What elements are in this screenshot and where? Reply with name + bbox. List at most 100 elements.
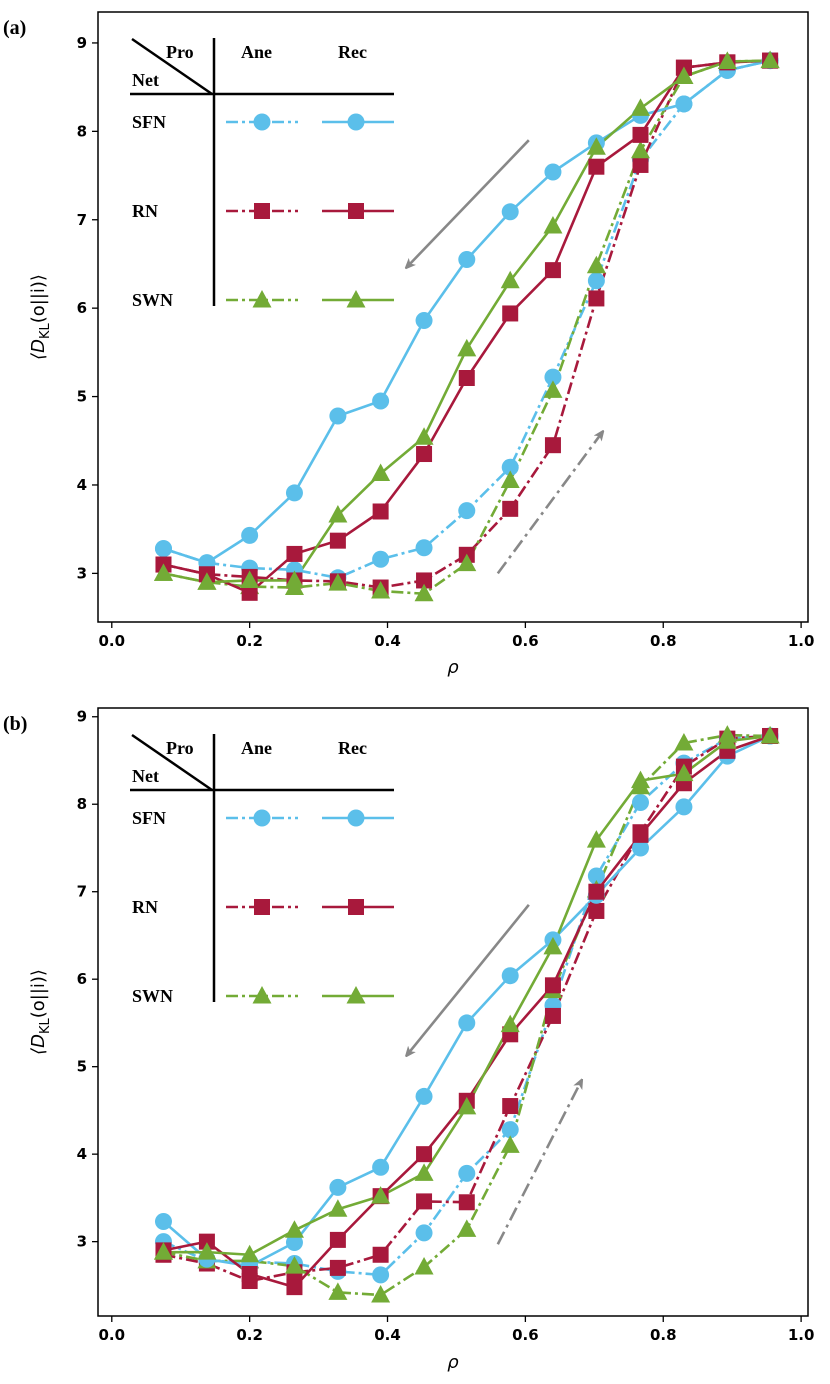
legend-col-rec: Rec bbox=[338, 738, 367, 758]
data-point-rn-ane bbox=[458, 1194, 475, 1211]
data-point-swn-rec bbox=[630, 98, 650, 116]
data-point-swn-ane bbox=[414, 1257, 434, 1275]
data-point-swn-rec bbox=[197, 572, 217, 590]
y-tick-label: 6 bbox=[77, 970, 87, 988]
data-point-sfn-ane bbox=[501, 458, 519, 476]
legend-net-sfn: SFN bbox=[132, 808, 166, 828]
data-point-rn-ane bbox=[416, 572, 433, 589]
legend-net-rn: RN bbox=[132, 897, 158, 917]
data-point-sfn-rec bbox=[241, 526, 259, 544]
data-point-swn-rec bbox=[500, 1014, 520, 1033]
y-axis-label: ⟨DKL(o||i)⟩ bbox=[28, 969, 53, 1055]
x-tick-label: 0.0 bbox=[98, 1326, 125, 1344]
series-line-swn-ane bbox=[163, 733, 771, 1297]
plot-frame bbox=[97, 707, 809, 1317]
data-point-swn-rec bbox=[543, 936, 563, 955]
y-tick-label: 8 bbox=[77, 122, 87, 140]
data-point-swn-rec bbox=[414, 427, 434, 445]
data-point-rn-rec bbox=[241, 584, 258, 601]
legend-net-swn: SWN bbox=[132, 986, 173, 1006]
data-point-swn-ane bbox=[457, 553, 477, 572]
y-tick-label: 5 bbox=[77, 1058, 87, 1076]
data-point-swn-rec bbox=[284, 1220, 304, 1238]
y-tick-label: 9 bbox=[77, 34, 87, 52]
data-point-sfn-rec bbox=[154, 540, 172, 558]
legend-diagonal bbox=[131, 733, 213, 792]
data-point-sfn-ane bbox=[415, 539, 433, 557]
data-point-rn-rec bbox=[502, 305, 519, 322]
arrow-up-right bbox=[496, 1082, 581, 1245]
data-point-rn-rec bbox=[286, 1279, 303, 1296]
data-point-sfn-rec bbox=[631, 839, 649, 857]
legend-marker-rec bbox=[347, 809, 365, 827]
data-point-swn-ane bbox=[500, 1135, 520, 1153]
data-point-swn-rec bbox=[674, 763, 694, 782]
x-axis-label: ρ bbox=[447, 657, 459, 678]
x-tick-label: 0.8 bbox=[650, 632, 677, 650]
x-tick-label: 0.4 bbox=[374, 632, 401, 650]
legend-marker-ane bbox=[254, 899, 270, 915]
data-point-rn-ane bbox=[416, 1193, 433, 1210]
data-point-swn-ane bbox=[630, 140, 650, 159]
data-point-swn-ane bbox=[457, 1219, 477, 1237]
y-tick-label: 5 bbox=[77, 388, 87, 406]
x-tick-label: 0.6 bbox=[512, 1326, 539, 1344]
data-point-rn-ane bbox=[588, 902, 605, 919]
data-point-swn-rec bbox=[457, 1096, 477, 1115]
legend-corner-bottom: Net bbox=[132, 766, 159, 786]
data-point-rn-rec bbox=[588, 883, 605, 900]
legend-net-rn: RN bbox=[132, 201, 158, 221]
data-point-swn-ane bbox=[371, 581, 391, 599]
data-point-swn-rec bbox=[414, 1163, 434, 1181]
data-point-sfn-ane bbox=[631, 793, 649, 811]
data-point-swn-rec bbox=[543, 215, 563, 234]
x-tick-label: 0.0 bbox=[98, 632, 125, 650]
legend-marker-rec bbox=[347, 113, 365, 131]
data-point-swn-ane bbox=[284, 1256, 304, 1274]
data-point-sfn-rec bbox=[544, 163, 562, 181]
data-point-sfn-ane bbox=[458, 502, 476, 520]
data-point-swn-rec bbox=[630, 770, 650, 789]
series-line-rn-ane bbox=[163, 59, 771, 589]
data-point-rn-rec bbox=[372, 503, 389, 520]
legend-marker-rec bbox=[348, 203, 364, 219]
legend-corner-bottom: Net bbox=[132, 70, 159, 90]
x-tick-label: 0.2 bbox=[236, 1326, 263, 1344]
data-point-swn-rec bbox=[197, 1242, 217, 1260]
data-point-rn-ane bbox=[544, 1007, 561, 1024]
data-point-swn-ane bbox=[543, 380, 563, 398]
data-point-swn-rec bbox=[153, 1242, 173, 1260]
data-point-sfn-ane bbox=[587, 272, 605, 290]
data-point-swn-rec bbox=[371, 463, 391, 481]
y-tick-label: 7 bbox=[77, 883, 87, 901]
data-point-rn-rec bbox=[458, 370, 475, 386]
legend-diagonal bbox=[131, 37, 213, 96]
series-line-sfn-ane bbox=[163, 59, 771, 580]
data-point-swn-rec bbox=[328, 505, 348, 523]
legend-marker-ane bbox=[253, 113, 271, 131]
data-point-rn-ane bbox=[544, 437, 561, 454]
data-point-sfn-ane bbox=[501, 1121, 519, 1139]
y-tick-label: 7 bbox=[77, 211, 87, 229]
arrow-down-left bbox=[408, 139, 530, 266]
legend-col-ane: Ane bbox=[241, 738, 272, 758]
data-point-sfn-rec bbox=[415, 312, 433, 330]
data-point-sfn-ane bbox=[544, 368, 562, 386]
data-point-rn-rec bbox=[588, 158, 605, 175]
data-point-rn-rec bbox=[286, 545, 303, 562]
data-point-rn-rec bbox=[544, 977, 561, 994]
data-point-swn-rec bbox=[371, 1186, 391, 1204]
data-point-rn-ane bbox=[502, 500, 519, 517]
legend: Pro Net Ane Rec SFN RN SWN bbox=[130, 37, 394, 310]
legend-col-rec: Rec bbox=[338, 42, 367, 62]
y-tick-label: 9 bbox=[77, 708, 87, 726]
data-point-swn-rec bbox=[760, 725, 780, 744]
panel-label: (b) bbox=[3, 713, 27, 735]
data-point-swn-rec bbox=[240, 570, 260, 588]
arrow-up-right bbox=[496, 434, 601, 575]
data-point-sfn-ane bbox=[587, 867, 605, 885]
data-point-rn-rec bbox=[329, 1231, 346, 1248]
legend-marker-ane bbox=[252, 986, 272, 1004]
series-line-swn-ane bbox=[163, 59, 771, 596]
legend-col-ane: Ane bbox=[241, 42, 272, 62]
